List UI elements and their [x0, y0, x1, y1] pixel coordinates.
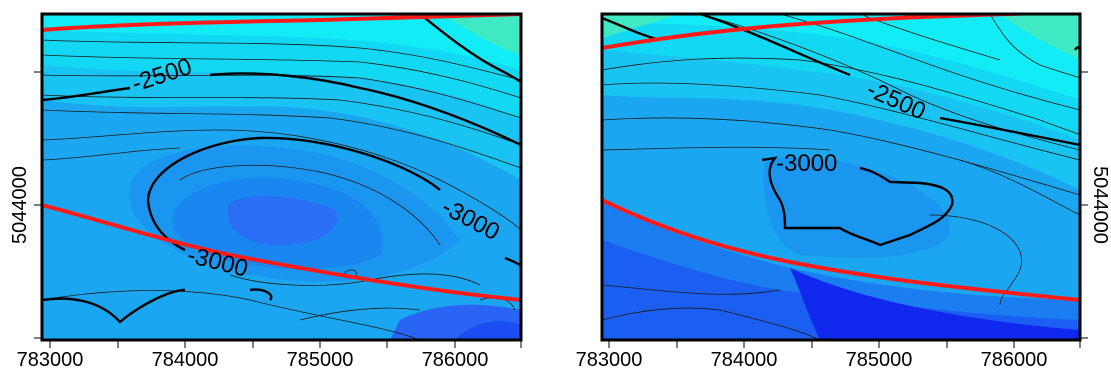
- right-map: -2500 -3000 5044000 783000 784000 785000…: [576, 12, 1111, 371]
- right-x-tick-label-4: 786000: [981, 349, 1048, 371]
- right-x-ticks: [608, 340, 1081, 348]
- left-map: -2500 -3000 -3000 5044000 783000 784000 …: [9, 12, 523, 371]
- left-x-tick-label-2: 784000: [152, 349, 219, 371]
- left-x-ticks: [49, 340, 522, 348]
- right-map-frame: [600, 12, 1082, 342]
- left-y-ticks: [34, 71, 42, 339]
- left-minor-contours: [42, 39, 521, 340]
- left-y-tick-label: 5044000: [9, 166, 31, 244]
- right-x-tick-label-2: 784000: [711, 349, 778, 371]
- right-y-tick-label: 5044000: [1089, 166, 1111, 244]
- right-x-tick-label-3: 785000: [846, 349, 913, 371]
- right-minor-contours: [602, 14, 1080, 340]
- left-x-tick-label-3: 785000: [287, 349, 354, 371]
- left-map-frame: [40, 12, 523, 342]
- right-x-tick-label-1: 783000: [576, 349, 643, 371]
- left-map-fill: -2500 -3000 -3000: [42, 14, 521, 340]
- right-map-fill: -2500 -3000: [602, 14, 1080, 340]
- left-x-tick-label-1: 783000: [17, 349, 84, 371]
- left-x-tick-label-4: 786000: [422, 349, 489, 371]
- right-y-ticks: [1080, 71, 1088, 339]
- left-fault-lines: [42, 14, 521, 302]
- right-contour-label-3000: -3000: [776, 150, 837, 177]
